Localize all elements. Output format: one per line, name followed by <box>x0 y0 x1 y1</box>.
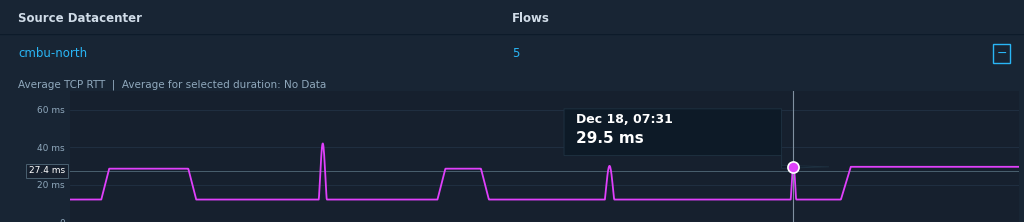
Text: Flows: Flows <box>512 12 550 26</box>
Text: 29.5 ms: 29.5 ms <box>575 131 644 146</box>
Text: Dec 18, 07:31: Dec 18, 07:31 <box>575 113 673 127</box>
Polygon shape <box>564 109 829 168</box>
Text: Average TCP RTT  |  Average for selected duration: No Data: Average TCP RTT | Average for selected d… <box>18 79 327 90</box>
Text: Source Datacenter: Source Datacenter <box>18 12 142 26</box>
Text: 5: 5 <box>512 47 519 60</box>
Text: 27.4 ms: 27.4 ms <box>29 166 65 175</box>
Text: cmbu-north: cmbu-north <box>18 47 88 60</box>
Text: −: − <box>996 47 1007 60</box>
